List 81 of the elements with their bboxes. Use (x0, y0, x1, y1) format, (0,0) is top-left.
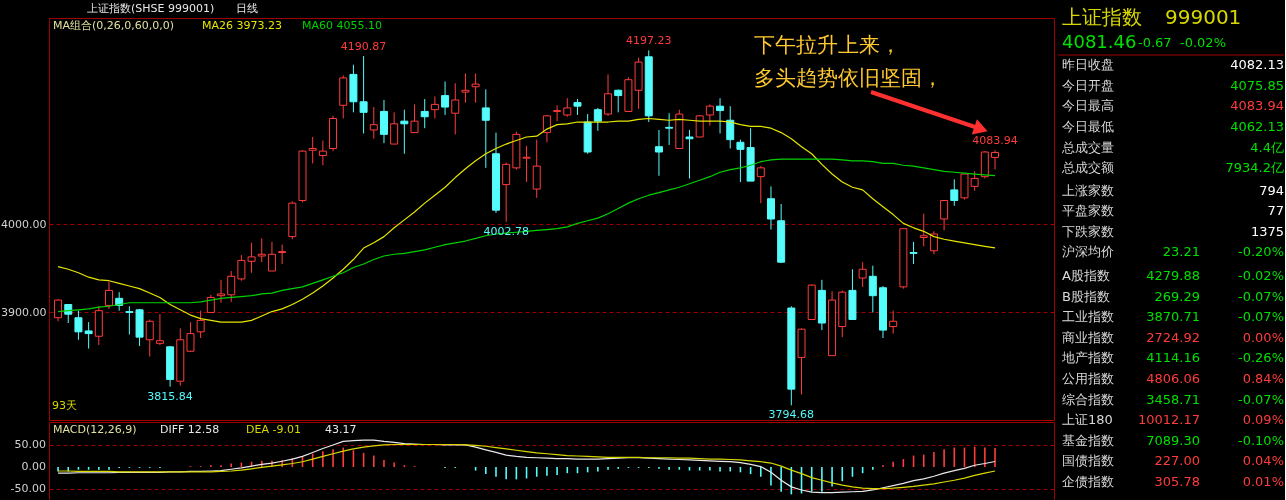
text: 总成交额 (1061, 160, 1114, 175)
text: A股指数 (1062, 268, 1110, 283)
text: 上涨家数 (1062, 183, 1114, 198)
text: 4279.88 (1146, 268, 1200, 283)
text: 999001 (1165, 5, 1242, 29)
text: 今日开盘 (1062, 78, 1114, 93)
text: 227.00 (1154, 453, 1200, 469)
text: 0.09% (1242, 412, 1284, 428)
text: -0.02% (1180, 35, 1226, 50)
y-tick-label: -50.00 (10, 482, 46, 496)
text: B股指数 (1062, 288, 1110, 304)
annotation: 3794.68 (768, 408, 815, 422)
annotation: 多头趋势依旧坚固， (754, 66, 943, 90)
text: 3458.71 (1146, 391, 1200, 407)
text: 23.21 (1162, 244, 1200, 259)
text: 今日最低 (1062, 119, 1114, 134)
text: -0.67 (1138, 35, 1172, 50)
annotation: 4190.87 (340, 40, 387, 54)
text: -0.07% (1238, 309, 1284, 325)
text: 4.4亿 (1250, 140, 1284, 155)
text: 下跌家数 (1062, 224, 1114, 239)
text: 商业指数 (1062, 329, 1114, 345)
text: 0.84% (1242, 371, 1284, 386)
text: 今日最高 (1062, 98, 1114, 113)
text: 7934.2亿 (1225, 160, 1284, 175)
text: DEA -9.01 (246, 423, 301, 436)
text: 4114.16 (1146, 350, 1200, 366)
text: 基金指数 (1062, 432, 1114, 448)
text: 总成交量 (1061, 140, 1114, 155)
text: 综合指数 (1062, 391, 1114, 407)
annotation: 下午拉升上来， (754, 33, 901, 57)
text: -0.07% (1238, 288, 1284, 304)
chart-title: 上证指数(SHSE 999001) (87, 2, 215, 15)
text: 企债指数 (1062, 474, 1114, 489)
text: 公用指数 (1062, 371, 1114, 386)
y-tick-label: 0.00 (21, 460, 46, 474)
text: 305.78 (1154, 474, 1200, 489)
text: 0.00% (1242, 329, 1284, 345)
text: 0.04% (1242, 453, 1284, 469)
y-tick-label: 3900.00 (1, 305, 47, 319)
text: 4083.94 (1230, 98, 1284, 113)
chart-subtitle: 日线 (236, 2, 258, 15)
text: 国债指数 (1062, 453, 1114, 469)
text: 沪深均价 (1062, 244, 1114, 259)
text: 794 (1259, 183, 1284, 198)
text: 3870.71 (1146, 309, 1200, 325)
text: 平盘家数 (1062, 203, 1114, 218)
text: -0.02% (1238, 268, 1284, 283)
annotation: 4197.23 (626, 34, 672, 48)
text: 1375 (1250, 224, 1284, 239)
text: 上证180 (1062, 412, 1113, 428)
text: 4075.85 (1230, 78, 1284, 93)
text: 上证指数 (1062, 5, 1142, 29)
text: 4062.13 (1230, 119, 1284, 134)
text: 4081.46 (1062, 31, 1137, 52)
annotation: 4083.94 (972, 134, 1018, 148)
text: 4082.13 (1230, 57, 1284, 72)
y-tick-label: 50.00 (14, 437, 46, 451)
text: MA60 4055.10 (302, 19, 382, 32)
text: -0.07% (1238, 391, 1284, 407)
annotation: 43.17 (325, 423, 357, 436)
text: -0.10% (1238, 432, 1284, 448)
legend-title: MACD(12,26,9) (53, 423, 137, 436)
text: 77 (1267, 203, 1284, 218)
text: 10012.17 (1137, 412, 1200, 428)
text: 昨日收盘 (1062, 57, 1114, 72)
y-tick-label: 4000.00 (1, 217, 47, 231)
text: 0.01% (1242, 474, 1284, 489)
text: DIFF 12.58 (160, 423, 220, 436)
text: 2724.92 (1146, 329, 1200, 345)
legend-title: MA组合(0,26,0,60,0,0) (53, 19, 175, 32)
annotation: 93天 (52, 399, 77, 412)
text: 4806.06 (1146, 371, 1200, 386)
text: MA26 3973.23 (202, 19, 282, 32)
annotation: 3815.84 (147, 389, 193, 403)
text: 7089.30 (1146, 432, 1200, 448)
text: -0.20% (1238, 244, 1284, 259)
text: 工业指数 (1062, 309, 1114, 325)
text: 地产指数 (1061, 350, 1114, 366)
text: 269.29 (1154, 288, 1200, 304)
text: -0.26% (1238, 350, 1284, 366)
